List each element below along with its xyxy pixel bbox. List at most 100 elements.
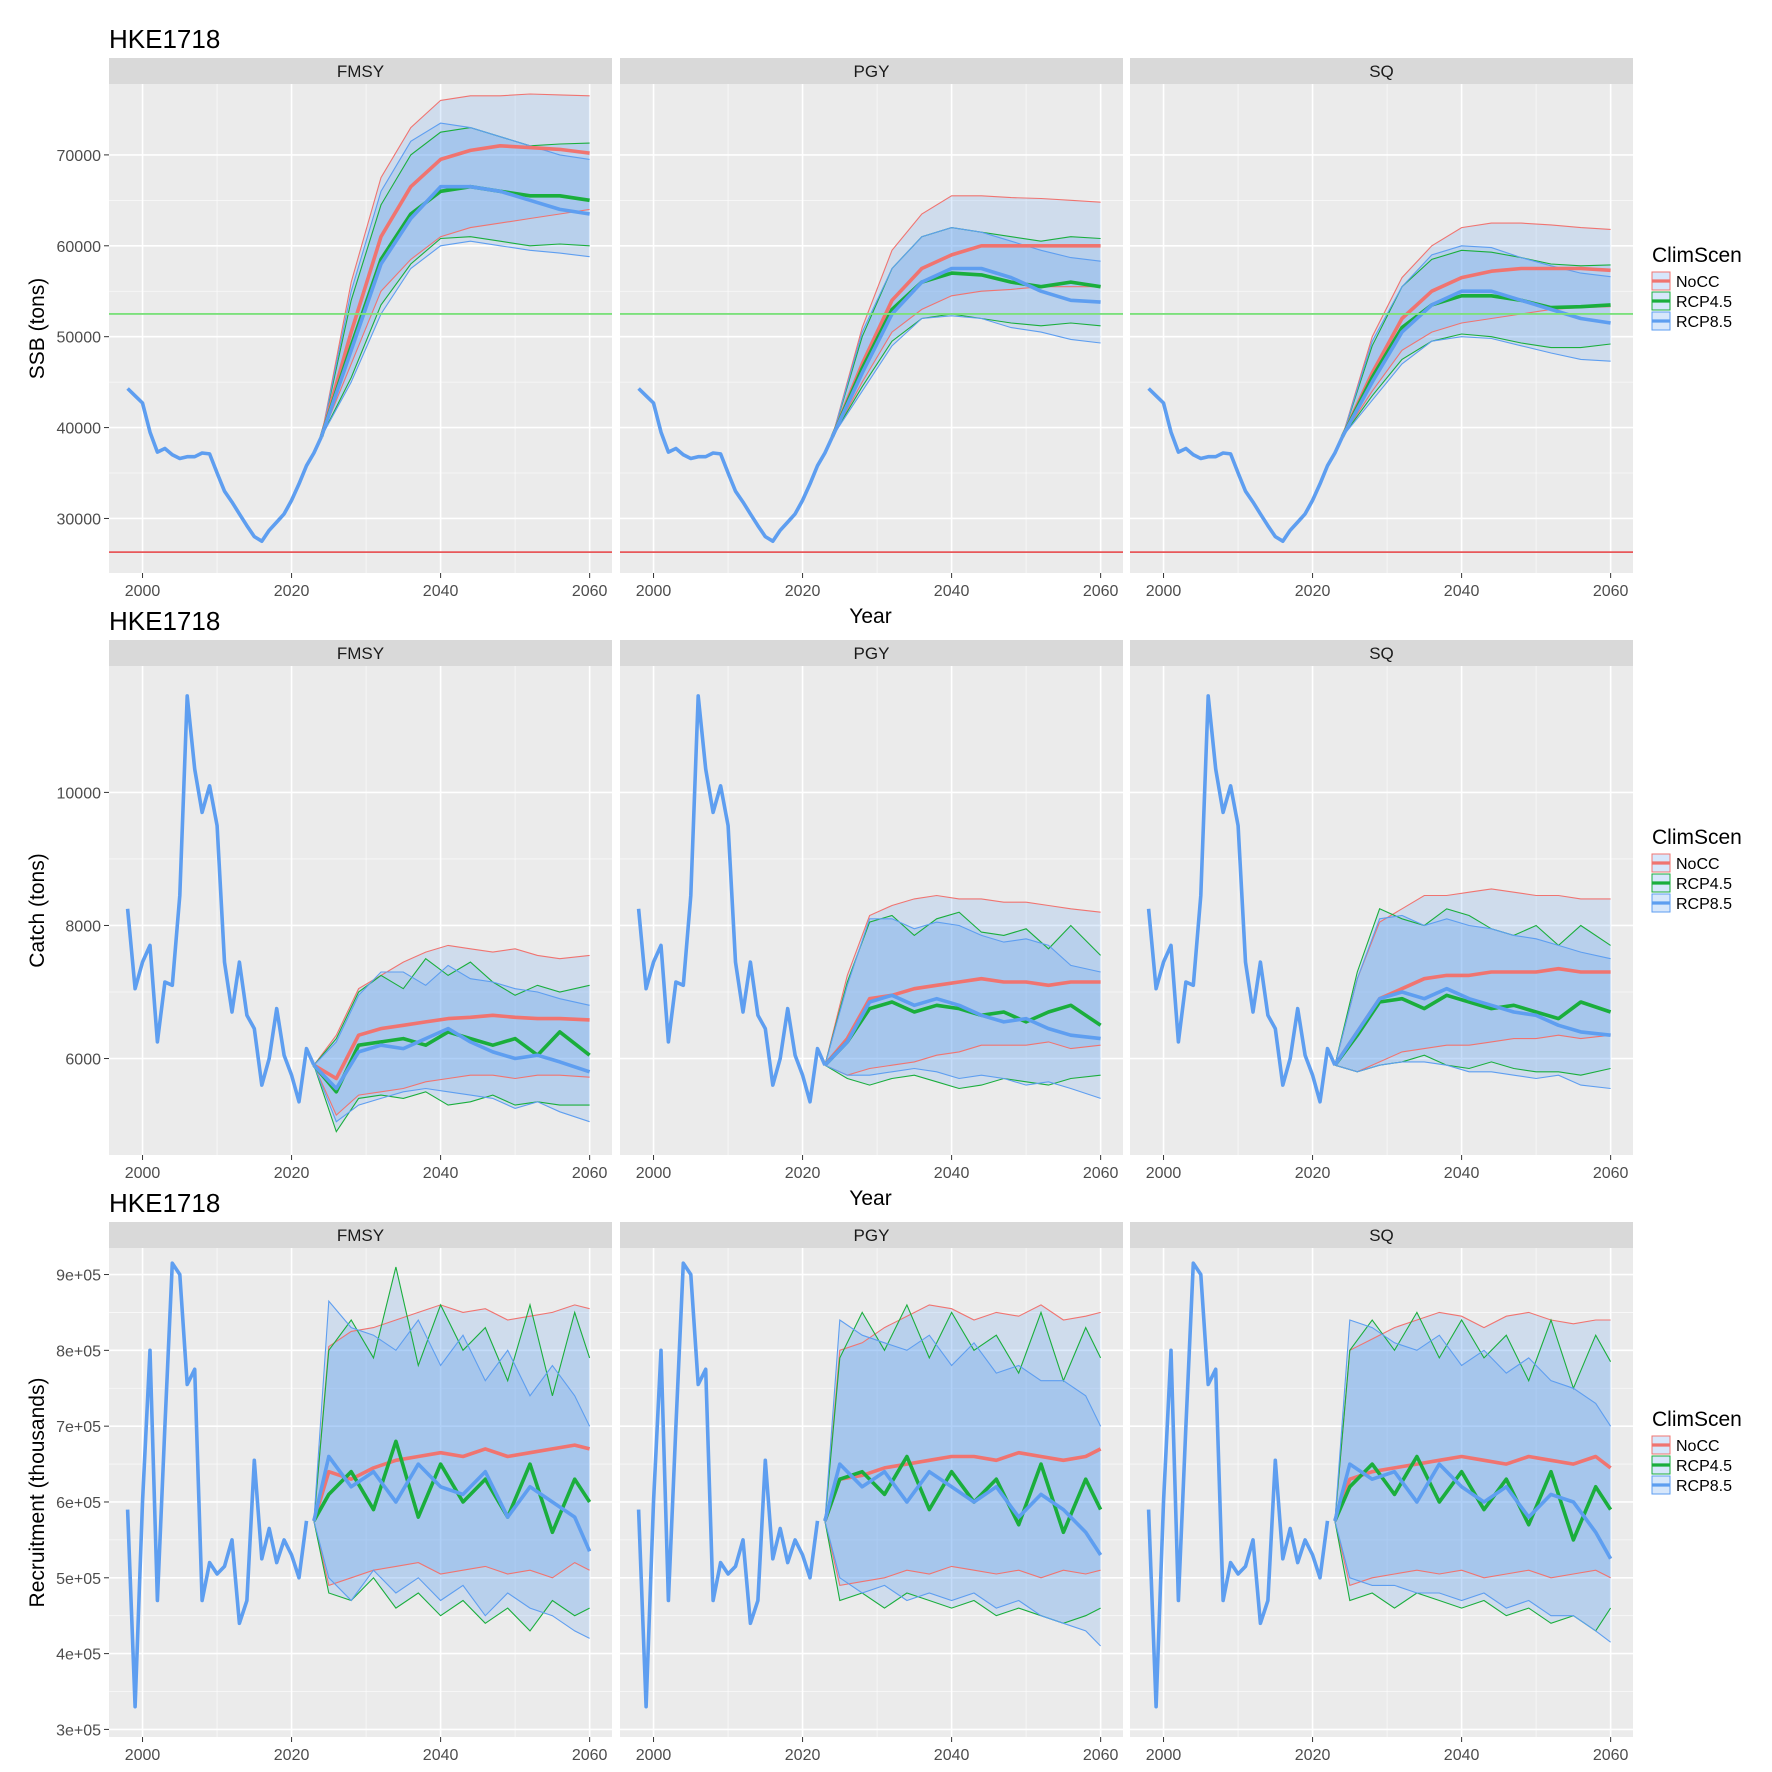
panel-content [109, 666, 612, 1155]
facet-label: PGY [854, 62, 890, 81]
lower-bound-line [1341, 333, 1611, 438]
x-tick-label: 2060 [1083, 583, 1119, 600]
ribbon-rcp85 [313, 965, 590, 1122]
median-line-rcp45 [823, 1000, 1102, 1067]
median-line-rcp85 [1333, 1462, 1613, 1560]
x-tick-label: 2000 [636, 1165, 672, 1182]
y-axis-label: SSB (tons) [26, 278, 49, 380]
historical-line [636, 1261, 820, 1709]
legend-entry-label: RCP4.5 [1676, 1458, 1732, 1475]
median-line-rcp85 [319, 184, 590, 438]
x-tick-label: 2000 [636, 1747, 672, 1764]
lower-bound-line [824, 1064, 1101, 1090]
median-line-rcp45 [1333, 1454, 1613, 1542]
facet-strip [109, 1222, 612, 1248]
upper-bound-line [824, 1319, 1102, 1521]
x-tick-label: 2020 [274, 583, 310, 600]
lower-bound-line [824, 1041, 1101, 1076]
x-tick-label: 2020 [1295, 583, 1331, 600]
median-line-nocc [830, 244, 1101, 438]
upper-bound-line [824, 918, 1101, 1066]
x-tick-label: 2060 [1083, 1165, 1119, 1182]
x-tick-label: 2060 [572, 583, 608, 600]
x-tick-label: 2060 [1593, 583, 1629, 600]
facet-strip [620, 1222, 1123, 1248]
legend-title: ClimScen [1652, 826, 1742, 849]
y-tick-label: 6000 [65, 1052, 101, 1069]
y-tick-label: 5e+05 [56, 1571, 101, 1588]
lower-bound-line [320, 236, 590, 437]
median-line-rcp85 [1333, 986, 1611, 1067]
x-tick-label: 2040 [1444, 1165, 1480, 1182]
x-tick-label: 2060 [1593, 1747, 1629, 1764]
lower-bound-line [831, 313, 1101, 437]
upper-bound-line [824, 1303, 1102, 1521]
historical-line [125, 1261, 309, 1709]
y-tick-label: 50000 [57, 330, 102, 347]
x-tick-label: 2040 [1444, 583, 1480, 600]
y-tick-label: 30000 [57, 511, 102, 528]
y-tick-label: 7e+05 [56, 1419, 101, 1436]
lower-bound-line [1334, 1061, 1611, 1090]
legend-entry-label: RCP4.5 [1676, 876, 1732, 893]
x-tick-label: 2000 [125, 1747, 161, 1764]
ribbon-rcp85 [824, 1320, 1101, 1646]
ribbon-rcp45 [321, 127, 590, 437]
panel-content [620, 666, 1123, 1155]
upper-bound-line [313, 1266, 591, 1521]
lower-bound-line [320, 208, 590, 437]
x-tick-label: 2020 [785, 1747, 821, 1764]
x-tick-label: 2020 [1295, 1165, 1331, 1182]
panel-content [109, 1248, 612, 1737]
upper-bound-line [831, 195, 1101, 437]
x-tick-label: 2060 [572, 1747, 608, 1764]
x-tick-label: 2000 [125, 1165, 161, 1182]
upper-bound-line [313, 944, 590, 1066]
facet-strip [620, 640, 1123, 666]
lower-bound-line [313, 1520, 590, 1639]
facet-label: SQ [1369, 62, 1394, 81]
lower-bound-line [313, 1520, 590, 1632]
median-line-rcp85 [823, 993, 1101, 1067]
y-tick-label: 6e+05 [56, 1495, 101, 1512]
x-tick-label: 2040 [934, 1747, 970, 1764]
x-tick-label: 2040 [1444, 1747, 1480, 1764]
chart-title: HKE1718 [109, 24, 220, 54]
facet-label: SQ [1369, 644, 1394, 663]
upper-bound-line [320, 93, 590, 437]
ribbon-rcp45 [824, 1304, 1101, 1624]
y-tick-label: 40000 [57, 421, 102, 438]
upper-bound-line [1341, 222, 1611, 437]
historical-line [125, 694, 316, 1104]
facet-strip [1130, 58, 1633, 84]
x-tick-label: 2040 [934, 1165, 970, 1182]
median-line-rcp85 [312, 1454, 592, 1553]
panel-content [1130, 84, 1633, 573]
lower-bound-line [824, 1520, 1101, 1647]
legend-entry-label: RCP4.5 [1676, 294, 1732, 311]
historical-line [1146, 1261, 1330, 1709]
ribbon-nocc [1334, 1312, 1611, 1586]
facet-label: SQ [1369, 1226, 1394, 1245]
lower-bound-line [831, 315, 1101, 438]
y-tick-label: 3e+05 [56, 1722, 101, 1739]
median-line-nocc [1340, 266, 1611, 438]
median-line-nocc [823, 976, 1101, 1067]
ribbon-nocc [1334, 888, 1611, 1072]
lower-bound-line [824, 1520, 1101, 1587]
facet-strip [1130, 1222, 1633, 1248]
facet-label: PGY [854, 1226, 890, 1245]
x-tick-label: 2000 [636, 583, 672, 600]
x-tick-label: 2040 [423, 1165, 459, 1182]
y-tick-label: 4e+05 [56, 1647, 101, 1664]
ribbon-nocc [1342, 223, 1611, 437]
ribbon-nocc [832, 195, 1101, 437]
historical-line [1147, 387, 1345, 543]
y-tick-label: 8000 [65, 918, 101, 935]
legend-title: ClimScen [1652, 244, 1742, 267]
upper-bound-line [313, 957, 590, 1066]
x-tick-label: 2040 [423, 1747, 459, 1764]
upper-bound-line [1341, 249, 1611, 437]
panel-content [620, 84, 1123, 573]
x-tick-label: 2040 [423, 583, 459, 600]
